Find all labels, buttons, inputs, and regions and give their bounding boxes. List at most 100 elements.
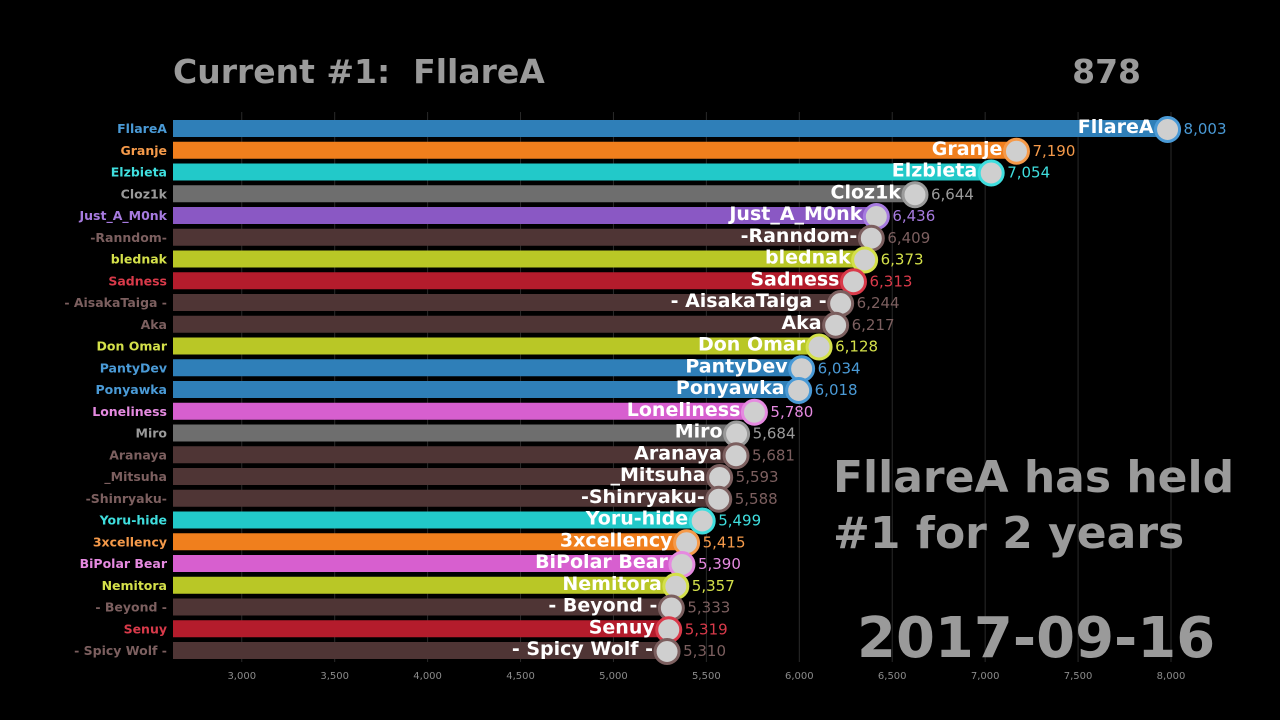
category-label: Miro: [136, 426, 168, 441]
bar: [173, 489, 723, 507]
bar: [173, 141, 1021, 159]
value-label: 5,593: [736, 468, 779, 486]
category-label: Ponyawka: [95, 382, 167, 397]
avatar-icon: [668, 551, 696, 578]
category-label: Nemitora: [102, 578, 167, 593]
bar-name-label: Senuy: [589, 616, 656, 638]
bar-name-label: _Mitsuha: [610, 464, 705, 486]
category-label: Aranaya: [109, 447, 167, 462]
category-label: Sadness: [108, 273, 167, 288]
category-label: Yoru-hide: [99, 513, 167, 528]
category-label: 3xcellency: [93, 534, 167, 549]
bar: [173, 315, 840, 333]
bar: [173, 468, 724, 485]
bar-name-label: - Spicy Wolf -: [512, 638, 653, 660]
bar: [173, 294, 845, 311]
value-label: 5,499: [718, 512, 761, 530]
avatar-icon: [722, 442, 750, 470]
avatar-icon: [788, 355, 816, 383]
category-label: BiPolar Bear: [80, 556, 168, 571]
avatar-icon: [653, 638, 681, 665]
bar-name-label: Loneliness: [627, 399, 741, 421]
x-tick-label: 8,000: [1157, 671, 1186, 682]
bar-name-label: - Beyond -: [548, 595, 657, 617]
bar-name-label: Miro: [675, 421, 723, 443]
bar-name-label: Elzbieta: [892, 160, 977, 182]
x-tick-label: 3,000: [227, 671, 256, 682]
avatar-icon: [805, 333, 833, 361]
bar-name-label: BiPolar Bear: [535, 551, 668, 573]
avatar-icon: [705, 485, 733, 513]
avatar-icon: [662, 572, 690, 600]
bar: [173, 207, 881, 224]
bar: [173, 555, 686, 572]
category-label: - Beyond -: [95, 600, 167, 615]
x-tick-label: 6,500: [878, 671, 907, 682]
bar-name-label: Cloz1k: [831, 181, 902, 203]
value-label: 5,588: [735, 490, 778, 508]
category-label: - Spicy Wolf -: [74, 643, 167, 658]
bar: [173, 228, 876, 246]
bar: [173, 620, 673, 638]
value-label: 6,644: [931, 185, 974, 203]
category-label: Don Omar: [97, 339, 168, 354]
value-label: 6,018: [815, 381, 858, 399]
value-label: 5,415: [703, 533, 746, 551]
bar: [173, 511, 707, 529]
value-label: 6,373: [881, 251, 924, 269]
category-label: Loneliness: [92, 404, 167, 419]
bar: [173, 642, 672, 659]
x-tick-label: 5,500: [692, 671, 721, 682]
value-label: 6,436: [892, 207, 935, 225]
value-label: 7,190: [1032, 142, 1075, 160]
avatar-icon: [901, 181, 929, 209]
leader-note-line-1: FllareA has held: [833, 452, 1235, 503]
value-label: 5,310: [683, 642, 726, 660]
value-label: 6,409: [887, 229, 930, 247]
bar: [173, 163, 996, 181]
value-label: 7,054: [1007, 164, 1050, 182]
category-label: _Mitsuha: [104, 469, 167, 485]
value-label: 5,333: [687, 599, 730, 617]
bar-name-label: Nemitora: [562, 573, 661, 595]
avatar-icon: [1154, 116, 1182, 143]
x-tick-label: 3,500: [320, 671, 349, 682]
bar: [173, 598, 676, 616]
bar-name-label: PantyDev: [685, 355, 788, 377]
bar-name-label: Sadness: [750, 268, 839, 290]
date-label: 2017-09-16: [857, 606, 1216, 671]
value-label: 6,244: [857, 294, 900, 312]
bar: [173, 402, 759, 420]
leader-note: FllareA has held #1 for 2 years: [833, 450, 1234, 562]
value-label: 5,780: [770, 403, 813, 421]
avatar-icon: [657, 594, 685, 622]
bar: [173, 337, 824, 355]
category-label: PantyDev: [100, 360, 167, 375]
value-label: 6,128: [835, 338, 878, 356]
bar: [173, 120, 1172, 137]
category-label: Cloz1k: [121, 186, 168, 201]
bar: [173, 185, 919, 203]
value-label: 6,313: [869, 272, 912, 290]
bar-name-label: Aka: [781, 312, 821, 334]
value-label: 6,034: [818, 359, 861, 377]
avatar-icon: [673, 529, 701, 557]
bar: [173, 250, 869, 268]
bar-name-label: Yoru-hide: [585, 508, 688, 530]
x-tick-label: 7,500: [1064, 671, 1093, 682]
value-label: 5,357: [692, 577, 735, 595]
avatar-icon: [827, 290, 855, 317]
category-label: Elzbieta: [111, 165, 167, 180]
avatar-icon: [977, 159, 1005, 187]
bar: [173, 576, 680, 594]
category-label: Granje: [120, 143, 167, 158]
bar-name-label: Just_A_M0nk: [727, 203, 862, 225]
avatar-icon: [785, 377, 813, 404]
leader-note-line-2: #1 for 2 years: [833, 508, 1185, 559]
category-label: Just_A_M0nk: [79, 208, 168, 224]
bar-name-label: -Ranndom-: [741, 225, 858, 247]
category-label: Senuy: [124, 621, 167, 636]
x-tick-label: 4,000: [413, 671, 442, 682]
x-tick-label: 4,500: [506, 671, 535, 682]
